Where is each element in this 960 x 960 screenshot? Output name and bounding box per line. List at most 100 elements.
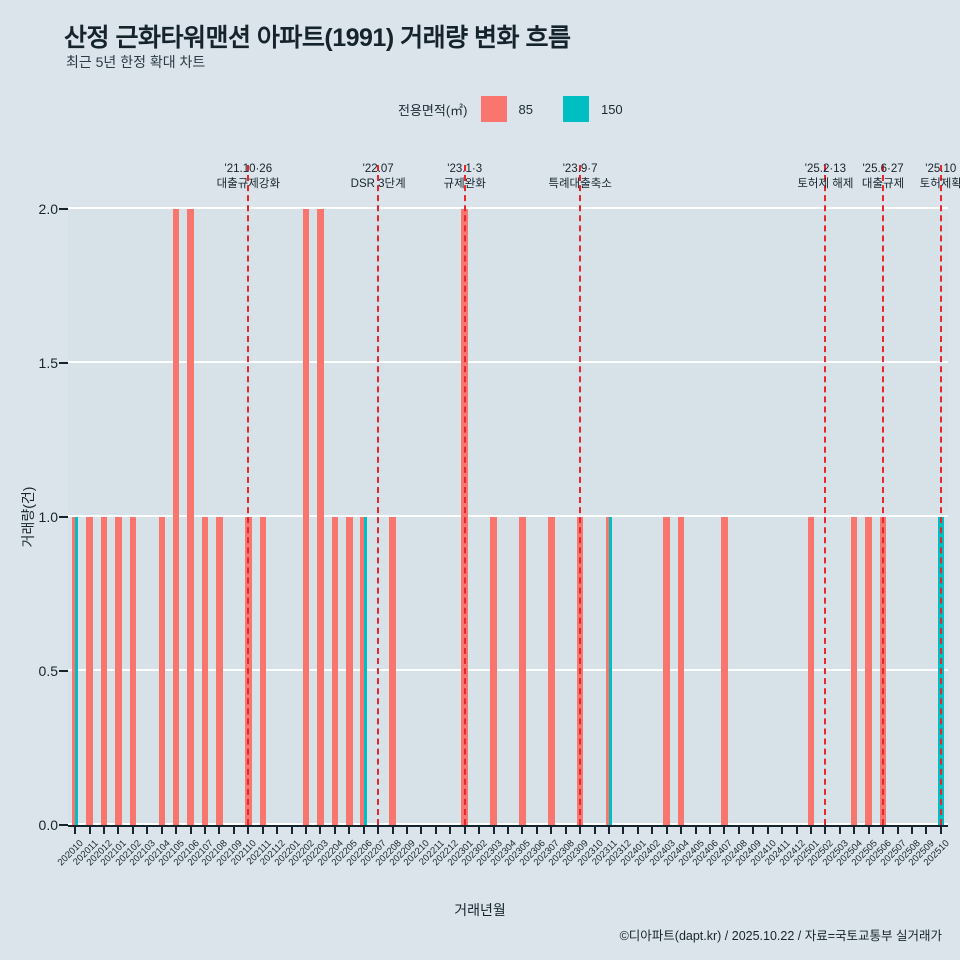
bar-85[interactable] bbox=[850, 517, 858, 825]
bar-85[interactable] bbox=[100, 517, 108, 825]
x-axis-tick-mark bbox=[752, 825, 755, 834]
y-axis-tick-label: 1.5 bbox=[38, 355, 58, 371]
y-axis-tick-mark bbox=[59, 362, 68, 364]
x-axis-tick-mark bbox=[88, 825, 91, 834]
bar-85[interactable] bbox=[490, 517, 497, 825]
bar-85[interactable] bbox=[216, 517, 223, 825]
x-axis-tick-mark bbox=[925, 825, 928, 834]
x-axis-tick-mark bbox=[636, 825, 639, 834]
x-axis-tick-mark bbox=[579, 825, 582, 834]
bar-85[interactable] bbox=[302, 209, 310, 825]
y-axis-tick-mark bbox=[59, 824, 68, 826]
x-axis-tick-mark bbox=[680, 825, 683, 834]
bar-85[interactable] bbox=[663, 517, 670, 825]
bar-150[interactable] bbox=[363, 517, 367, 825]
bar-85[interactable] bbox=[548, 517, 555, 825]
x-axis-tick-mark bbox=[593, 825, 596, 834]
bar-85[interactable] bbox=[172, 209, 180, 825]
x-axis-tick-mark bbox=[521, 825, 524, 834]
bar-85[interactable] bbox=[331, 517, 339, 825]
bar-85[interactable] bbox=[259, 517, 266, 825]
x-axis-tick-mark bbox=[391, 825, 394, 834]
bar-150[interactable] bbox=[608, 517, 613, 825]
x-axis-tick-mark bbox=[867, 825, 870, 834]
x-axis-tick-mark bbox=[175, 825, 178, 834]
x-axis-tick-mark bbox=[362, 825, 365, 834]
legend-label-85: 85 bbox=[518, 101, 533, 117]
event-annotation-label: '25.2·13 토허제 해제 bbox=[797, 162, 853, 192]
gridline bbox=[68, 361, 948, 363]
x-axis-tick-mark bbox=[333, 825, 336, 834]
x-axis-tick-mark bbox=[131, 825, 134, 834]
footer-credit: ©디아파트(dapt.kr) / 2025.10.22 / 자료=국토교통부 실… bbox=[619, 929, 942, 943]
bar-85[interactable] bbox=[677, 517, 685, 825]
x-axis-tick-mark bbox=[146, 825, 149, 834]
bar-85[interactable] bbox=[201, 517, 209, 825]
x-axis-tick-mark bbox=[247, 825, 250, 834]
x-axis-tick-mark bbox=[622, 825, 625, 834]
event-line bbox=[882, 165, 885, 825]
gridline bbox=[68, 823, 948, 825]
bar-85[interactable] bbox=[346, 517, 353, 825]
x-axis-tick-mark bbox=[232, 825, 235, 834]
x-axis-tick-mark bbox=[910, 825, 913, 834]
event-annotation-label: '23.9·7 특례대출축소 bbox=[548, 162, 611, 192]
bar-85[interactable] bbox=[389, 517, 396, 825]
bar-85[interactable] bbox=[721, 517, 728, 825]
event-line bbox=[247, 165, 250, 825]
bar-85[interactable] bbox=[360, 517, 364, 825]
event-annotation-label: '22.07 DSR 3단계 bbox=[351, 162, 406, 192]
event-date: '22.07 bbox=[362, 163, 394, 175]
x-axis-tick-mark bbox=[478, 825, 481, 834]
bar-150[interactable] bbox=[75, 517, 79, 825]
y-axis-tick-mark bbox=[59, 670, 68, 672]
event-annotation-label: '25.10 토허제확 bbox=[920, 162, 960, 192]
x-axis-tick-mark bbox=[766, 825, 769, 834]
event-text: DSR 3단계 bbox=[350, 178, 406, 190]
legend: 전용면적(㎡) 85 150 bbox=[398, 96, 623, 122]
x-axis-tick-mark bbox=[564, 825, 567, 834]
x-axis-tick-mark bbox=[305, 825, 308, 834]
x-axis-tick-mark bbox=[434, 825, 437, 834]
legend-swatch-150 bbox=[562, 96, 589, 122]
x-axis-tick-mark bbox=[708, 825, 711, 834]
x-axis-tick-mark bbox=[607, 825, 610, 834]
x-axis-tick-mark bbox=[406, 825, 409, 834]
event-line bbox=[579, 165, 582, 825]
bar-85[interactable] bbox=[158, 517, 165, 825]
x-axis-tick-mark bbox=[319, 825, 322, 834]
bar-85[interactable] bbox=[865, 517, 872, 825]
x-axis-tick-mark bbox=[276, 825, 279, 834]
bar-85[interactable] bbox=[519, 517, 526, 825]
event-line bbox=[939, 165, 942, 825]
x-axis-tick-mark bbox=[377, 825, 380, 834]
x-axis-tick-mark bbox=[535, 825, 538, 834]
bar-85[interactable] bbox=[129, 517, 137, 825]
x-axis-tick-mark bbox=[737, 825, 740, 834]
bar-85[interactable] bbox=[115, 517, 122, 825]
gridline bbox=[68, 207, 948, 209]
event-line bbox=[824, 165, 827, 825]
x-axis-tick-mark bbox=[463, 825, 466, 834]
bar-85[interactable] bbox=[71, 517, 76, 825]
y-axis-tick-mark bbox=[59, 208, 68, 210]
bar-85[interactable] bbox=[807, 517, 815, 825]
bar-85[interactable] bbox=[86, 517, 93, 825]
bar-85[interactable] bbox=[605, 517, 609, 825]
x-axis-tick-mark bbox=[290, 825, 293, 834]
event-text: 특례대출축소 bbox=[548, 178, 612, 190]
x-axis-tick-mark bbox=[117, 825, 120, 834]
event-annotation-label: '25.6·27 대출규제 bbox=[862, 162, 904, 192]
x-axis-tick-mark bbox=[204, 825, 207, 834]
event-date: '21.10·26 bbox=[224, 163, 273, 175]
event-text: 규제완화 bbox=[443, 178, 486, 190]
bar-85[interactable] bbox=[317, 209, 324, 825]
event-text: 대출규제 bbox=[861, 178, 905, 190]
x-axis-tick-mark bbox=[809, 825, 812, 834]
x-axis-tick-mark bbox=[723, 825, 726, 834]
y-axis-tick-label: 0.5 bbox=[38, 663, 58, 679]
x-axis-line bbox=[68, 825, 948, 827]
event-date: '25.2·13 bbox=[804, 163, 846, 175]
bar-85[interactable] bbox=[187, 209, 194, 825]
